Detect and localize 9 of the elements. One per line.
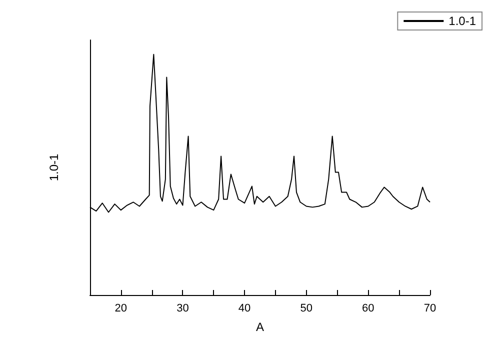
x-tick-label: 30: [176, 302, 189, 314]
legend-label: 1.0-1: [448, 14, 476, 28]
y-axis-title: 1.0-1: [47, 154, 61, 182]
x-tick-label: 50: [300, 302, 312, 314]
x-tick-label: 60: [362, 302, 374, 314]
x-tick-label: 20: [114, 302, 128, 314]
x-axis-title: A: [256, 320, 264, 334]
x-tick-label: 40: [238, 302, 251, 314]
x-tick-label: 70: [424, 302, 436, 314]
